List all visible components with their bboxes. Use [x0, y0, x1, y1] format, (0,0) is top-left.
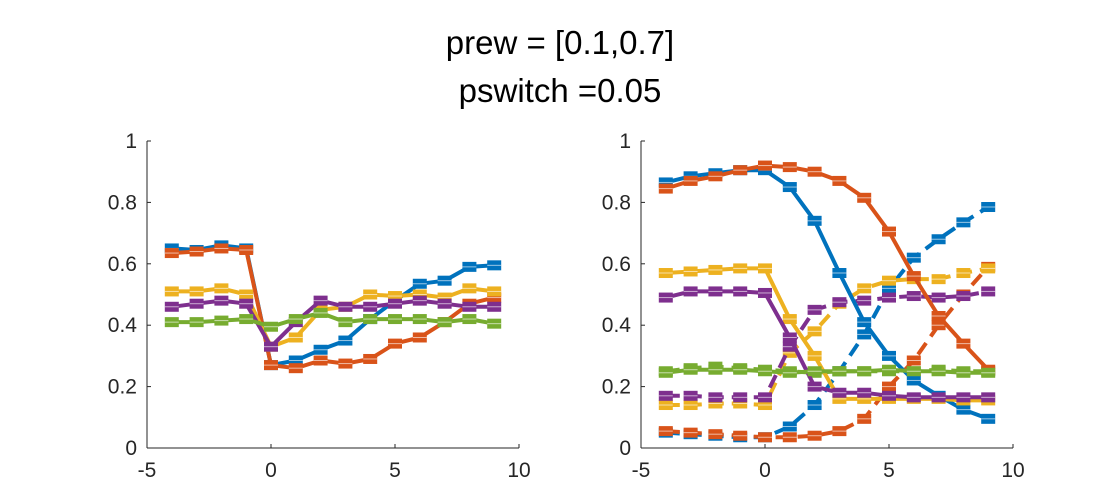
y-tick-label: 0.6 [602, 253, 631, 276]
x-tick-label: 10 [1001, 459, 1024, 482]
x-tick-label: -5 [138, 459, 157, 482]
y-tick-label: 0.6 [108, 253, 137, 276]
x-tick-label: -5 [632, 459, 651, 482]
x-tick-label: 5 [389, 459, 401, 482]
y-tick-label: 0.4 [602, 314, 632, 337]
series-line [665, 289, 989, 400]
y-tick-label: 0.8 [108, 191, 137, 214]
figure-title-line-1: prew = [0.1,0.7] [445, 24, 675, 61]
x-tick-label: 5 [883, 459, 895, 482]
y-tick-label: 1 [125, 130, 137, 153]
x-tick-label: 0 [759, 459, 771, 482]
y-tick-label: 0 [125, 437, 137, 460]
y-tick-label: 0 [619, 437, 631, 460]
y-tick-label: 0.4 [108, 314, 138, 337]
series-solid-4 [164, 307, 502, 332]
series-solid-1 [658, 160, 996, 375]
figure-title-line-2: pswitch =0.05 [458, 72, 662, 109]
series-dashed-8 [658, 286, 996, 403]
series-line [665, 289, 989, 400]
y-tick-label: 0.8 [602, 191, 631, 214]
y-tick-label: 0.2 [108, 376, 137, 399]
series-solid-3 [164, 295, 502, 352]
series-solid-2 [658, 263, 996, 406]
series-solid-3 [658, 286, 996, 403]
series-solid-4 [658, 364, 996, 378]
x-tick-label: 10 [507, 459, 530, 482]
y-tick-label: 0.2 [602, 376, 631, 399]
x-tick-label: 0 [265, 459, 277, 482]
y-tick-label: 1 [619, 130, 631, 153]
